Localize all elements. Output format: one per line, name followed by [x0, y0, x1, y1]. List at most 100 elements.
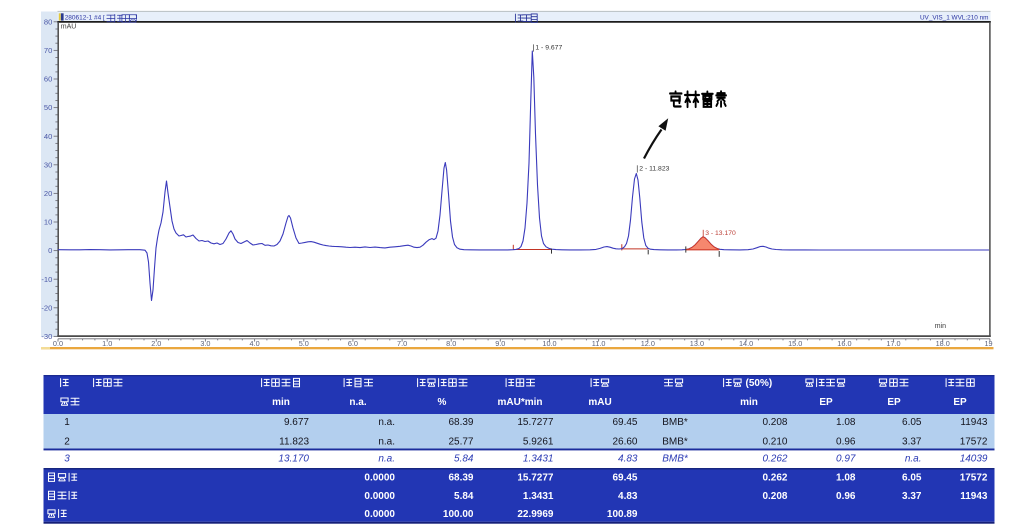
- svg-text:30: 30: [44, 160, 52, 169]
- svg-text:min: min: [272, 397, 290, 408]
- svg-text:40: 40: [44, 132, 52, 141]
- svg-text:0.210: 0.210: [762, 436, 787, 447]
- svg-text:68.39: 68.39: [448, 473, 473, 484]
- svg-text:1.08: 1.08: [836, 473, 856, 484]
- svg-text:BMB*: BMB*: [662, 436, 688, 447]
- svg-text:1 - 9.677: 1 - 9.677: [535, 45, 562, 52]
- svg-text:17572: 17572: [960, 436, 988, 447]
- svg-text:5.0: 5.0: [299, 339, 309, 348]
- svg-text:EP: EP: [819, 397, 833, 408]
- svg-text:1.08: 1.08: [836, 417, 856, 428]
- svg-text:10: 10: [44, 218, 52, 227]
- svg-text:BMB*: BMB*: [662, 454, 689, 465]
- svg-text:6.05: 6.05: [902, 417, 922, 428]
- svg-text:4.83: 4.83: [618, 454, 638, 465]
- svg-text:280612-1 #4 [: 280612-1 #4 [: [65, 14, 105, 21]
- svg-text:3: 3: [64, 454, 70, 465]
- svg-text:0.208: 0.208: [762, 417, 787, 428]
- svg-text:11943: 11943: [960, 491, 988, 502]
- svg-text:13.170: 13.170: [278, 454, 309, 465]
- svg-text:15.0: 15.0: [788, 339, 802, 348]
- svg-text:9.0: 9.0: [495, 339, 505, 348]
- svg-text:0.0000: 0.0000: [364, 491, 395, 502]
- svg-text:1.0: 1.0: [102, 339, 112, 348]
- svg-text:0.0000: 0.0000: [364, 509, 395, 520]
- svg-text:6.05: 6.05: [902, 473, 922, 484]
- svg-text:EP: EP: [887, 397, 901, 408]
- svg-text:69.45: 69.45: [612, 473, 637, 484]
- svg-text:11.823: 11.823: [279, 436, 309, 447]
- svg-text:14.0: 14.0: [739, 339, 753, 348]
- svg-text:n.a.: n.a.: [378, 417, 395, 428]
- svg-text:2.0: 2.0: [151, 339, 161, 348]
- svg-text:17572: 17572: [960, 473, 988, 484]
- svg-text:6.0: 6.0: [348, 339, 358, 348]
- svg-text:0.97: 0.97: [836, 454, 856, 465]
- svg-text:0.0: 0.0: [53, 339, 63, 348]
- svg-text:-30: -30: [41, 332, 52, 341]
- svg-text:60: 60: [44, 75, 52, 84]
- svg-text:15.7277: 15.7277: [517, 473, 554, 484]
- svg-text:n.a.: n.a.: [349, 397, 366, 408]
- svg-text:11.0: 11.0: [592, 339, 606, 348]
- svg-text:5.84: 5.84: [454, 491, 474, 502]
- svg-text:22.9969: 22.9969: [517, 509, 554, 520]
- svg-text:1.3431: 1.3431: [523, 491, 554, 502]
- svg-text:0.0000: 0.0000: [364, 473, 395, 484]
- svg-text:2 - 11.823: 2 - 11.823: [639, 166, 669, 173]
- svg-text:0: 0: [48, 246, 52, 255]
- svg-text:n.a.: n.a.: [905, 454, 922, 465]
- svg-text:17.0: 17.0: [886, 339, 900, 348]
- svg-text:4.83: 4.83: [618, 491, 638, 502]
- svg-text:68.39: 68.39: [448, 417, 473, 428]
- svg-text:18.0: 18.0: [936, 339, 950, 348]
- svg-text:1: 1: [64, 417, 70, 428]
- svg-text:9.677: 9.677: [284, 417, 309, 428]
- svg-text:(50%): (50%): [746, 378, 773, 389]
- svg-text:14039: 14039: [960, 454, 988, 465]
- svg-text:7.0: 7.0: [397, 339, 407, 348]
- svg-text:n.a.: n.a.: [378, 436, 395, 447]
- svg-text:0.208: 0.208: [762, 491, 787, 502]
- svg-text:16.0: 16.0: [837, 339, 851, 348]
- svg-text:3.37: 3.37: [902, 491, 922, 502]
- svg-text:3.37: 3.37: [902, 436, 922, 447]
- svg-text:%: %: [438, 397, 447, 408]
- svg-text:70: 70: [44, 46, 52, 55]
- svg-text:10.0: 10.0: [542, 339, 556, 348]
- svg-text:25.77: 25.77: [448, 436, 473, 447]
- svg-text:80: 80: [44, 17, 52, 26]
- svg-text:]: ]: [135, 14, 137, 21]
- svg-text:5.84: 5.84: [454, 454, 474, 465]
- svg-text:EP: EP: [953, 397, 967, 408]
- svg-text:mAU: mAU: [61, 24, 77, 31]
- svg-text:15.7277: 15.7277: [517, 417, 554, 428]
- svg-text:100.89: 100.89: [607, 509, 638, 520]
- svg-text:-10: -10: [41, 275, 52, 284]
- svg-text:min: min: [935, 323, 946, 330]
- svg-text:2: 2: [64, 436, 70, 447]
- svg-text:3.0: 3.0: [200, 339, 210, 348]
- svg-text:0.262: 0.262: [762, 473, 787, 484]
- svg-text:5.9261: 5.9261: [523, 436, 554, 447]
- svg-text:mAU: mAU: [588, 397, 611, 408]
- svg-text:11943: 11943: [960, 417, 988, 428]
- svg-text:50: 50: [44, 103, 52, 112]
- svg-text:13.0: 13.0: [690, 339, 704, 348]
- svg-text:min: min: [740, 397, 758, 408]
- svg-text:69.45: 69.45: [612, 417, 637, 428]
- svg-text:8.0: 8.0: [446, 339, 456, 348]
- svg-text:26.60: 26.60: [612, 436, 637, 447]
- svg-text:12.0: 12.0: [641, 339, 655, 348]
- svg-text:n.a.: n.a.: [378, 454, 395, 465]
- svg-text:0.96: 0.96: [836, 436, 856, 447]
- svg-text:1.3431: 1.3431: [523, 454, 554, 465]
- svg-text:0.96: 0.96: [836, 491, 856, 502]
- svg-text:mAU*min: mAU*min: [497, 397, 542, 408]
- svg-text:-20: -20: [41, 303, 52, 312]
- svg-text:0.262: 0.262: [762, 454, 787, 465]
- svg-text:3 - 13.170: 3 - 13.170: [705, 230, 736, 237]
- svg-text:4.0: 4.0: [250, 339, 260, 348]
- svg-text:UV_VIS_1 WVL:210 nm: UV_VIS_1 WVL:210 nm: [920, 14, 989, 21]
- svg-text:20: 20: [44, 189, 52, 198]
